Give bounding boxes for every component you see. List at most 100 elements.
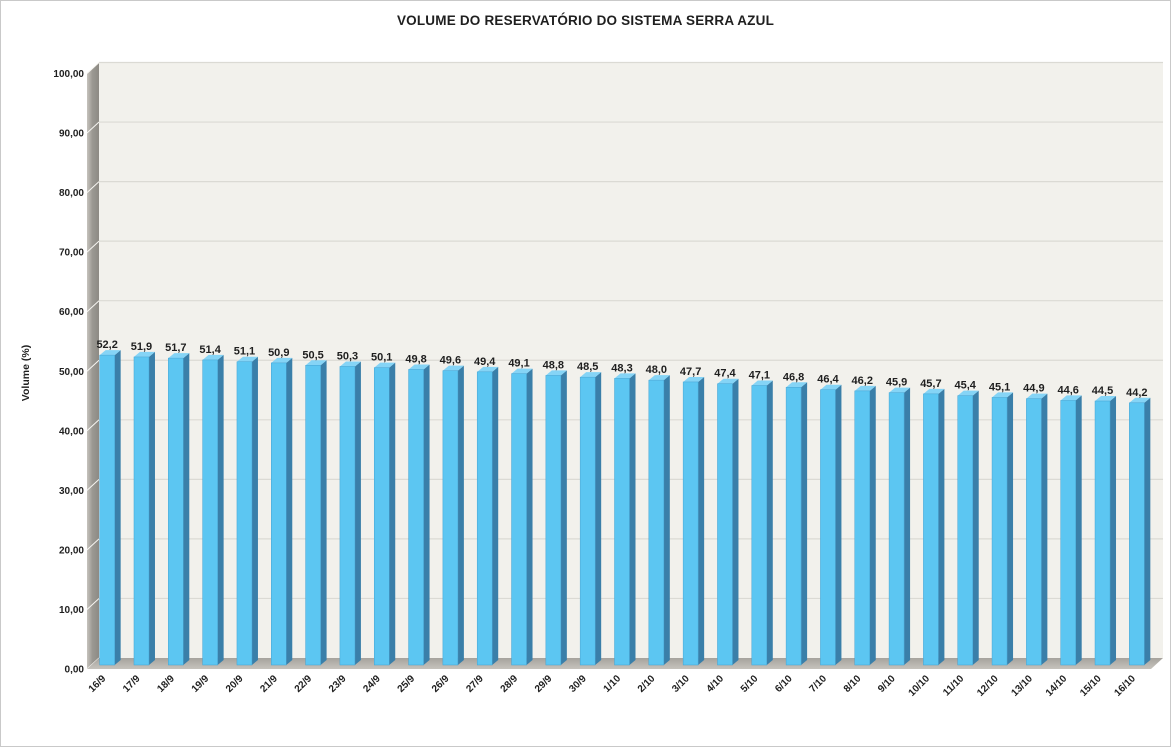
x-tick-label: 15/10 [1078, 673, 1104, 699]
bar-side-face [354, 361, 361, 665]
bar-top-face [1026, 393, 1048, 399]
bar-value-label: 49,4 [474, 356, 496, 368]
x-tick-label: 5/10 [739, 673, 761, 695]
bar-front-face [476, 371, 493, 666]
bar-front-face [442, 370, 459, 666]
y-tick-label: 50,00 [59, 367, 84, 378]
wall-gridline [86, 359, 100, 372]
x-tick-label: 9/10 [876, 673, 898, 695]
x-tick-label: 26/9 [430, 673, 452, 695]
bar-side-face [1144, 397, 1151, 665]
wall-gridline [86, 121, 100, 134]
bar-value-label: 47,4 [714, 368, 736, 380]
wall-gridline [86, 538, 100, 551]
bar: 50,1 [371, 352, 396, 666]
bar-front-face [717, 383, 733, 666]
bar-value-label: 47,7 [680, 366, 701, 378]
bar: 50,3 [337, 350, 361, 666]
x-tick-label: 17/9 [121, 673, 143, 695]
bar: 45,4 [955, 380, 979, 666]
bar-value-label: 50,3 [337, 350, 358, 362]
bar-side-face [1007, 392, 1014, 665]
bar-value-label: 46,2 [852, 375, 873, 387]
y-tick-label: 0,00 [65, 665, 85, 676]
bar: 45,7 [920, 378, 945, 666]
x-tick-label: 27/9 [464, 673, 486, 695]
bar-front-face [923, 393, 939, 666]
bar-value-label: 51,9 [131, 341, 152, 353]
bar-top-face [683, 376, 705, 382]
bar: 44,6 [1057, 384, 1082, 666]
bar-top-face [751, 380, 773, 386]
bar-top-face [99, 350, 121, 356]
bar-value-label: 45,7 [920, 378, 941, 390]
bar-value-label: 47,1 [749, 370, 770, 382]
bar: 49,8 [405, 353, 430, 666]
bar-value-label: 49,8 [405, 353, 426, 365]
bar-side-face [766, 380, 773, 665]
chart-title: VOLUME DO RESERVATÓRIO DO SISTEMA SERRA … [396, 13, 775, 28]
bar-value-label: 44,2 [1126, 387, 1147, 399]
bar-side-face [492, 366, 499, 665]
x-tick-label: 20/9 [224, 673, 246, 695]
bar-side-face [1110, 396, 1117, 665]
bar-side-face [663, 375, 670, 665]
bar-value-label: 51,7 [165, 342, 186, 354]
bar-front-face [888, 392, 905, 666]
x-tick-label: 12/10 [975, 673, 1001, 699]
bar-front-face [957, 395, 973, 666]
bar-side-face [148, 351, 155, 665]
bar-top-face [408, 364, 430, 370]
bar-top-face [305, 360, 327, 366]
y-tick-label: 100,00 [53, 69, 84, 80]
bar-top-face [957, 390, 979, 396]
bar-value-label: 46,4 [817, 374, 839, 386]
bar-front-face [785, 387, 802, 666]
bar-side-face [114, 350, 121, 665]
bar: 48,8 [543, 359, 567, 666]
bar-value-label: 48,8 [543, 359, 564, 371]
bar-front-face [99, 354, 115, 666]
bar-side-face [904, 387, 911, 665]
bar-value-label: 50,5 [302, 349, 323, 361]
bar: 46,2 [852, 375, 876, 666]
bar-top-face [236, 356, 258, 362]
wall-gridline [86, 181, 100, 193]
x-tick-label: 2/10 [636, 673, 658, 695]
bar-top-face [992, 392, 1014, 398]
bar-top-face [477, 366, 499, 372]
bar-value-label: 45,1 [989, 381, 1010, 393]
bar-side-face [183, 353, 190, 665]
bar-top-face [580, 372, 602, 378]
bar-side-face [938, 388, 945, 665]
bar-front-face [339, 366, 356, 666]
x-tick-label: 11/10 [941, 673, 966, 698]
bar-top-face [339, 361, 361, 367]
x-tick-label: 1/10 [602, 673, 624, 695]
bar-value-label: 49,6 [440, 355, 461, 367]
bar: 51,1 [234, 346, 258, 666]
bar-value-label: 44,6 [1057, 384, 1078, 396]
x-tick-label: 18/9 [155, 673, 177, 695]
bar-top-face [889, 387, 911, 393]
bar: 47,1 [749, 370, 773, 666]
bar: 44,9 [1023, 383, 1048, 666]
bar-top-face [202, 354, 224, 360]
x-tick-label: 29/9 [533, 673, 555, 695]
bar-value-label: 44,5 [1092, 385, 1113, 397]
bar-front-face [1129, 402, 1145, 666]
bar: 44,5 [1092, 385, 1117, 666]
bar: 51,4 [199, 344, 224, 666]
x-tick-label: 14/10 [1044, 673, 1070, 699]
bar-value-label: 45,4 [955, 380, 977, 392]
bar-top-face [374, 362, 396, 368]
bar-top-face [1060, 395, 1082, 401]
bar: 51,7 [165, 342, 190, 666]
x-tick-label: 7/10 [808, 673, 830, 695]
bar-side-face [251, 356, 258, 665]
bar-top-face [1129, 397, 1151, 403]
bar-top-face [168, 353, 190, 359]
x-tick-label: 6/10 [773, 673, 795, 695]
bar-side-face [423, 364, 430, 665]
